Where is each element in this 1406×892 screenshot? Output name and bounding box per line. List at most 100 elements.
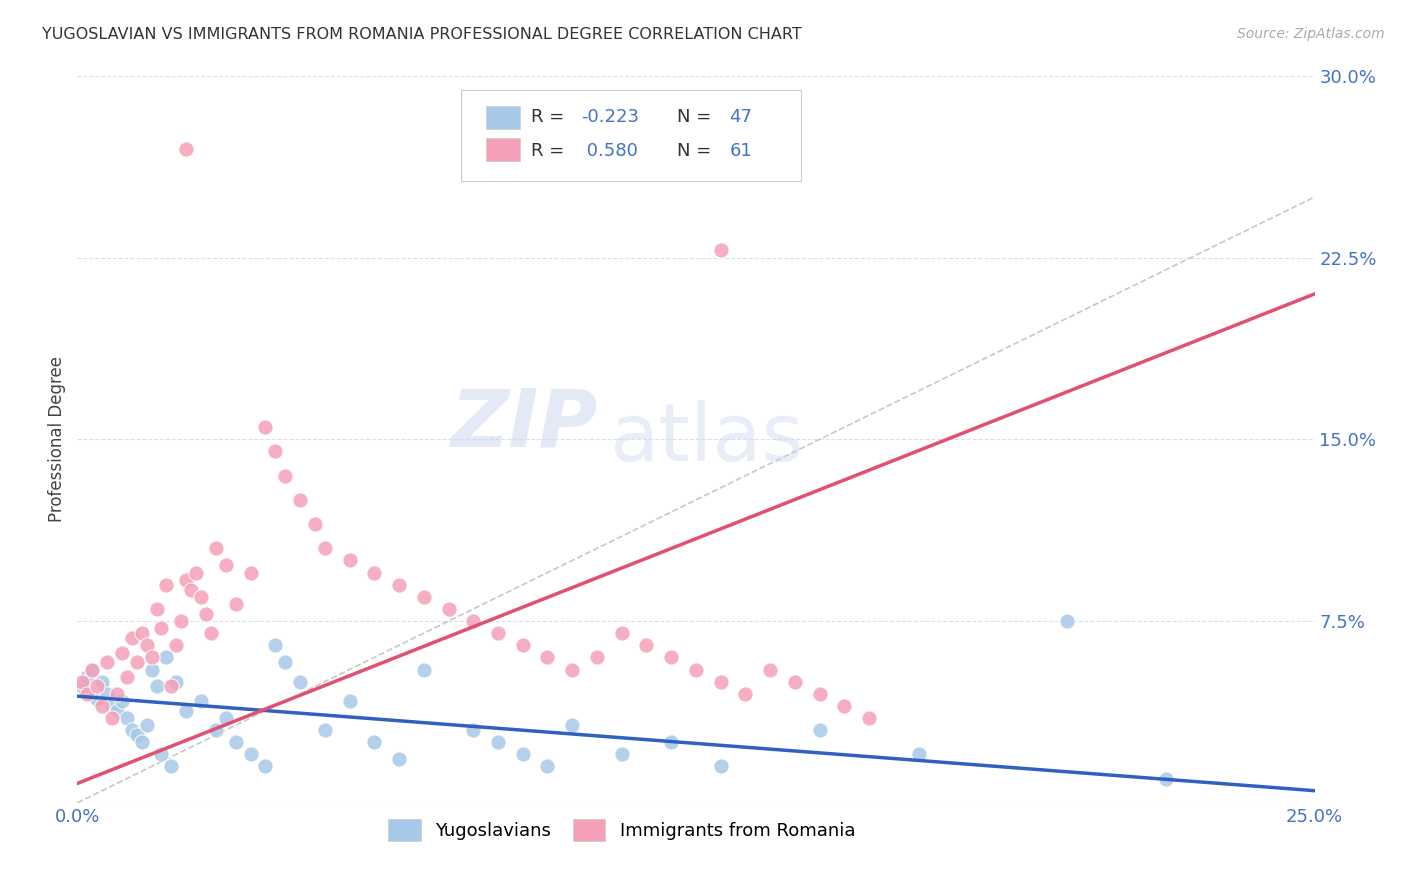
Point [190, 590, 212, 604]
Y-axis label: Professional Degree: Professional Degree [48, 356, 66, 523]
Point [150, 747, 173, 762]
Point [314, 723, 336, 737]
Point [76, 687, 98, 701]
Point [184, 566, 207, 580]
Point [205, 723, 228, 737]
Point [239, 747, 262, 762]
Point [195, 607, 218, 621]
Point [115, 670, 138, 684]
Point [86, 691, 108, 706]
Point [388, 752, 411, 766]
Point [834, 698, 856, 713]
Point [858, 711, 880, 725]
Point [165, 674, 187, 689]
Point [734, 687, 756, 701]
Point [131, 735, 153, 749]
Point [141, 663, 163, 677]
Text: ZIP: ZIP [450, 385, 598, 464]
Point [536, 650, 558, 665]
Text: -0.223: -0.223 [581, 108, 638, 127]
Point [659, 735, 682, 749]
FancyBboxPatch shape [461, 90, 801, 181]
Point [239, 566, 262, 580]
Point [586, 650, 609, 665]
Text: N =: N = [678, 142, 717, 160]
Point [339, 694, 361, 708]
Point [412, 590, 434, 604]
Point [437, 602, 460, 616]
Point [274, 468, 297, 483]
Text: Source: ZipAtlas.com: Source: ZipAtlas.com [1237, 27, 1385, 41]
Point [339, 553, 361, 567]
Point [486, 626, 509, 640]
Point [254, 759, 277, 773]
Point [808, 723, 831, 737]
Point [82, 663, 104, 677]
Point [1154, 772, 1177, 786]
Point [561, 718, 583, 732]
Point [105, 704, 128, 718]
Point [72, 674, 94, 689]
Point [808, 687, 831, 701]
Point [174, 573, 197, 587]
Point [264, 638, 287, 652]
Point [463, 614, 485, 628]
Point [91, 674, 114, 689]
Point [710, 674, 733, 689]
Point [155, 650, 177, 665]
Point [463, 723, 485, 737]
Point [165, 638, 187, 652]
Point [121, 631, 143, 645]
Point [135, 638, 157, 652]
Point [174, 704, 197, 718]
Point [610, 747, 633, 762]
Point [710, 759, 733, 773]
Point [111, 646, 134, 660]
FancyBboxPatch shape [485, 105, 520, 128]
Point [215, 558, 238, 573]
Point [288, 674, 311, 689]
Point [111, 694, 134, 708]
Point [205, 541, 228, 556]
Legend: Yugoslavians, Immigrants from Romania: Yugoslavians, Immigrants from Romania [381, 812, 862, 848]
Point [125, 728, 148, 742]
Point [314, 541, 336, 556]
Point [659, 650, 682, 665]
Point [180, 582, 202, 597]
Point [101, 711, 124, 725]
Point [131, 626, 153, 640]
Point [135, 718, 157, 732]
Text: R =: R = [531, 142, 571, 160]
Point [101, 698, 124, 713]
Point [160, 759, 183, 773]
Point [486, 735, 509, 749]
Text: R =: R = [531, 108, 571, 127]
Point [215, 711, 238, 725]
Point [264, 444, 287, 458]
Point [96, 655, 118, 669]
Point [685, 663, 707, 677]
Text: 0.580: 0.580 [581, 142, 638, 160]
Point [125, 655, 148, 669]
Point [363, 566, 385, 580]
Point [141, 650, 163, 665]
Point [274, 655, 297, 669]
Point [512, 638, 534, 652]
Point [907, 747, 929, 762]
Point [288, 492, 311, 507]
Point [200, 626, 222, 640]
Point [174, 141, 197, 155]
FancyBboxPatch shape [485, 137, 520, 161]
Point [96, 687, 118, 701]
Point [160, 680, 183, 694]
Point [150, 621, 173, 635]
Point [115, 711, 138, 725]
Text: YUGOSLAVIAN VS IMMIGRANTS FROM ROMANIA PROFESSIONAL DEGREE CORRELATION CHART: YUGOSLAVIAN VS IMMIGRANTS FROM ROMANIA P… [42, 27, 801, 42]
Point [105, 687, 128, 701]
Point [783, 674, 806, 689]
Point [304, 517, 326, 532]
Point [254, 420, 277, 434]
Text: atlas: atlas [609, 401, 804, 478]
Point [155, 578, 177, 592]
Point [225, 735, 247, 749]
